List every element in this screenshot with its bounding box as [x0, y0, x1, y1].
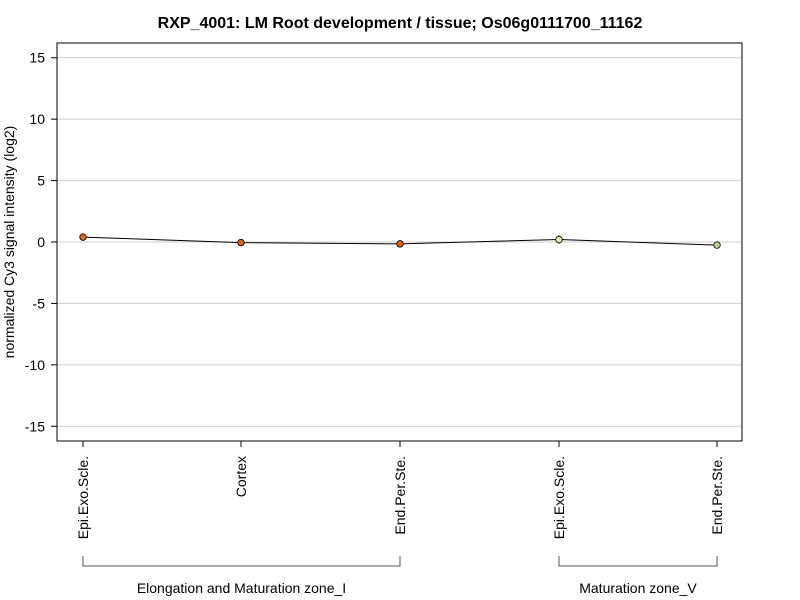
y-tick-label: 0 [37, 234, 45, 250]
data-point [237, 238, 245, 247]
data-point [79, 233, 87, 241]
data-point [713, 241, 721, 249]
x-tick-label: End.Per.Ste. [709, 456, 725, 535]
y-axis: 15 10 5 0 -5 -10 -15 [25, 50, 57, 434]
y-tick-label: -10 [25, 357, 45, 373]
y-tick-label: 10 [29, 111, 45, 127]
y-tick-label: -15 [25, 418, 45, 434]
data-point [396, 240, 404, 248]
data-series [79, 233, 721, 249]
group-bracket [82, 556, 401, 567]
y-tick-label: -5 [33, 295, 46, 311]
data-point [555, 235, 563, 244]
y-tick-label: 15 [29, 50, 45, 66]
group-label: Elongation and Maturation zone_I [137, 580, 346, 596]
grid-lines [57, 57, 742, 427]
x-axis: Epi.Exo.Scle. Cortex End.Per.Ste. Epi.Exo.S… [75, 441, 725, 539]
x-tick-label: Epi.Exo.Scle. [75, 456, 91, 539]
y-tick-label: 5 [37, 173, 45, 189]
chart-title: RXP_4001: LM Root development / tissue; … [158, 15, 643, 32]
group-bracket [558, 556, 718, 567]
group-brackets: Elongation and Maturation zone_I Maturati… [82, 556, 718, 596]
x-tick-label: Cortex [233, 456, 249, 497]
x-tick-label: End.Per.Ste. [392, 456, 408, 535]
x-tick-label: Epi.Exo.Scle. [551, 456, 567, 539]
group-label: Maturation zone_V [579, 580, 697, 596]
y-axis-label: normalized Cy3 signal intensity (log2) [1, 126, 17, 359]
